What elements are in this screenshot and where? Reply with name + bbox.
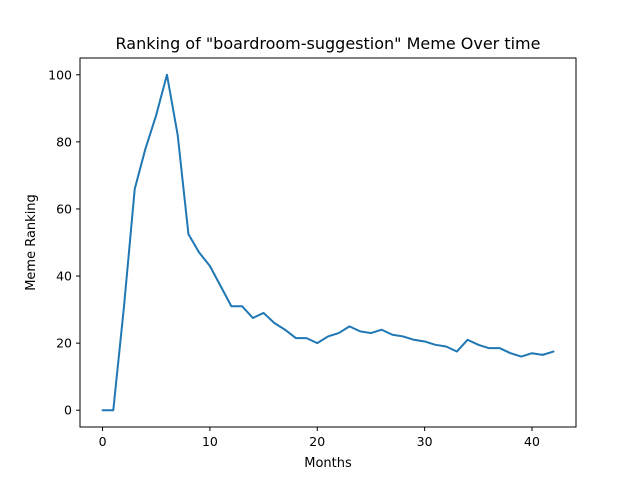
x-tick-label: 10 (202, 434, 218, 449)
y-tick-label: 80 (56, 134, 72, 149)
y-axis: 0 20 40 60 80 100 (48, 67, 80, 418)
x-tick-label: 0 (99, 434, 107, 449)
y-tick-label: 40 (56, 269, 72, 284)
y-tick-label: 20 (56, 336, 72, 351)
y-tick-label: 100 (48, 67, 72, 82)
y-axis-label: Meme Ranking (24, 194, 39, 291)
y-tick-label: 0 (64, 403, 72, 418)
y-tick-label: 60 (56, 201, 72, 216)
x-axis: 0 10 20 30 40 (99, 427, 540, 449)
x-tick-label: 40 (524, 434, 540, 449)
series-line (101, 73, 555, 412)
plot-frame (79, 57, 577, 428)
x-tick-label: 30 (417, 434, 433, 449)
x-axis-label: Months (304, 456, 352, 471)
x-tick-label: 20 (309, 434, 325, 449)
chart-title: Ranking of "boardroom-suggestion" Meme O… (116, 34, 541, 53)
